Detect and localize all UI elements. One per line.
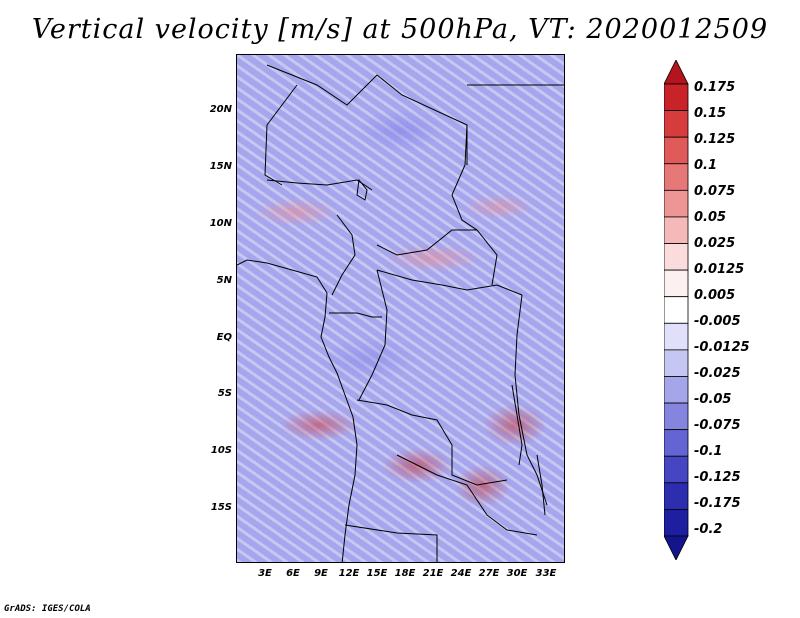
- colorbar-swatch: [664, 509, 689, 537]
- lat-label: 15S: [210, 502, 232, 513]
- colorbar-label: 0.175: [694, 80, 736, 95]
- colorbar-label: -0.005: [694, 314, 741, 329]
- lon-label: 30E: [506, 568, 528, 579]
- border-algeria-niger: [264, 84, 298, 186]
- lat-label: 20N: [209, 104, 232, 115]
- colorbar-label: 0.005: [694, 288, 736, 303]
- border-nigeria-niger: [266, 179, 373, 191]
- lon-label: 27E: [478, 568, 500, 579]
- lon-label: 3E: [258, 568, 272, 579]
- colorbar-swatch: [664, 136, 689, 165]
- lon-label: 12E: [338, 568, 360, 579]
- colorbar-label: 0.075: [694, 184, 736, 199]
- colorbar-label: -0.1: [694, 444, 723, 459]
- chart-title: Vertical velocity [m/s] at 500hPa, VT: 2…: [31, 14, 769, 45]
- colorbar-swatch: [664, 482, 689, 510]
- lat-label: 10N: [209, 218, 232, 229]
- border-car-drc: [376, 269, 523, 296]
- colorbar-swatch: [664, 269, 689, 298]
- lon-label: 24E: [450, 568, 472, 579]
- colorbar-swatch: [664, 376, 689, 404]
- colorbar-label: -0.2: [694, 522, 723, 537]
- colorbar: [664, 60, 689, 560]
- lon-label: 15E: [366, 568, 388, 579]
- lake-chad: [356, 178, 368, 201]
- border-zambia: [396, 454, 538, 536]
- border-chad-car: [376, 229, 477, 256]
- colorbar-swatch: [664, 83, 689, 111]
- colorbar-label: -0.025: [694, 366, 741, 381]
- colorbar-label: -0.075: [694, 418, 741, 433]
- colorbar-swatch: [664, 535, 689, 560]
- border-drc-angola: [356, 399, 508, 486]
- lat-label: 5S: [217, 388, 232, 399]
- border-nigeria-cameroon: [331, 214, 356, 296]
- border-east: [514, 294, 548, 506]
- colorbar-swatch: [664, 243, 689, 271]
- colorbar-label: -0.05: [694, 392, 732, 407]
- lon-label: 18E: [394, 568, 416, 579]
- colorbar-label: 0.1: [694, 158, 718, 173]
- lon-label: 33E: [535, 568, 557, 579]
- lake-tanganyika: [511, 384, 523, 466]
- colorbar-label: 0.025: [694, 236, 736, 251]
- colorbar-label: 0.0125: [694, 262, 745, 277]
- colorbar-swatch: [664, 189, 689, 218]
- colorbar-swatch: [664, 216, 689, 244]
- colorbar-swatch: [664, 163, 689, 191]
- colorbar-label: 0.125: [694, 132, 736, 147]
- lat-label: 10S: [210, 445, 232, 456]
- colorbar-label: -0.125: [694, 470, 741, 485]
- lon-label: 21E: [422, 568, 444, 579]
- vertical-velocity-map: [236, 54, 565, 563]
- lon-label: 9E: [314, 568, 328, 579]
- colorbar-swatch: [664, 349, 689, 377]
- lake-malawi: [536, 454, 546, 516]
- colorbar-label: -0.0125: [694, 340, 750, 355]
- colorbar-swatch: [664, 429, 689, 457]
- colorbar-label: 0.15: [694, 106, 727, 121]
- lat-label: 5N: [216, 275, 232, 286]
- border-cameroon-gabon: [329, 312, 382, 318]
- border-congo: [358, 269, 388, 401]
- country-borders: [237, 64, 564, 562]
- colorbar-label: -0.175: [694, 496, 741, 511]
- credit-text: GrADS: IGES/COLA: [4, 604, 91, 614]
- colorbar-label: 0.05: [694, 210, 727, 225]
- colorbar-swatch: [664, 455, 689, 484]
- border-chad-sudan: [451, 124, 498, 286]
- border-niger-north: [266, 64, 468, 165]
- colorbar-swatch: [664, 110, 689, 138]
- colorbar-swatch: [664, 296, 689, 324]
- colorbar-swatch: [664, 322, 689, 351]
- colorbar-swatch: [664, 60, 689, 85]
- lat-label: 15N: [209, 161, 232, 172]
- lon-label: 6E: [286, 568, 300, 579]
- lat-label: EQ: [216, 332, 232, 343]
- border-angola-namibia: [344, 524, 438, 562]
- colorbar-swatch: [664, 402, 689, 431]
- coastline: [237, 259, 358, 562]
